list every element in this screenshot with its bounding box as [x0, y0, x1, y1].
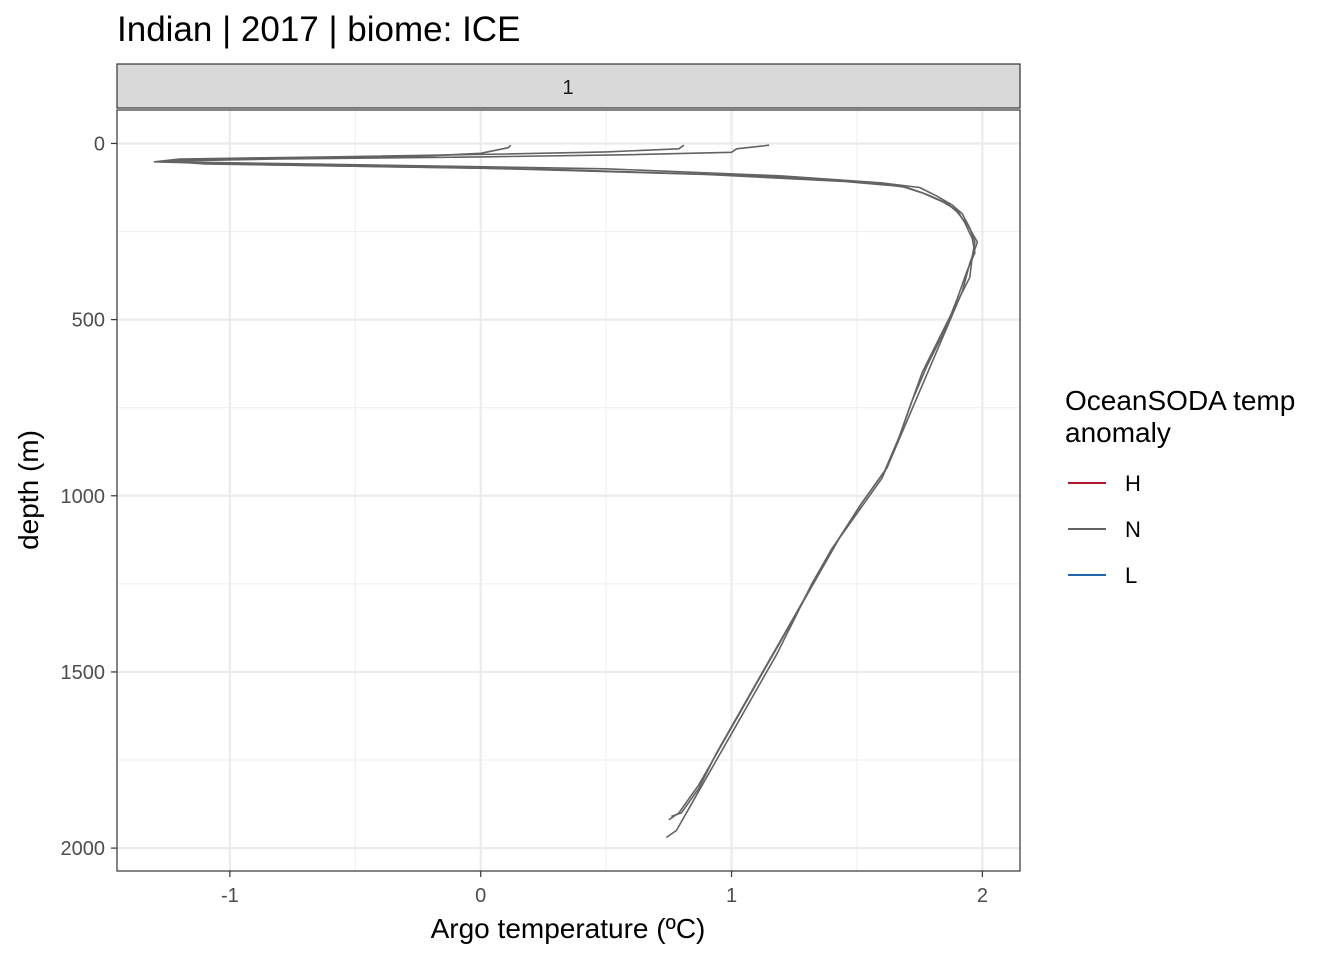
- legend: OceanSODA temp anomaly HNL: [1065, 385, 1295, 588]
- y-tick-label: 2000: [61, 838, 106, 860]
- y-tick-label: 0: [94, 133, 105, 155]
- facet-strip: 1: [116, 63, 1021, 109]
- x-tick-label: -1: [221, 885, 239, 907]
- data-lines: [153, 144, 979, 839]
- y-tick-label: 500: [72, 310, 105, 332]
- y-axis-label: depth (m): [13, 430, 44, 550]
- legend-label-H: H: [1125, 471, 1141, 496]
- legend-title-line-1: OceanSODA temp: [1065, 385, 1295, 416]
- x-tick-label: 1: [726, 885, 737, 907]
- x-tick-label: 0: [475, 885, 486, 907]
- y-tick-label: 1000: [61, 486, 106, 508]
- legend-label-N: N: [1125, 517, 1141, 542]
- x-axis-label: Argo temperature (ºC): [431, 913, 706, 944]
- y-tick-label: 1500: [61, 662, 106, 684]
- y-axis: 0 500 1000 1500 2000: [61, 133, 117, 860]
- legend-title-line-2: anomaly: [1065, 417, 1171, 448]
- profile-line-N: [166, 144, 976, 818]
- legend-entries: HNL: [1068, 471, 1141, 588]
- chart-title: Indian | 2017 | biome: ICE: [117, 10, 520, 49]
- panel-background: [117, 110, 1020, 871]
- x-axis: -1 0 1 2: [221, 871, 988, 907]
- panel-border: [116, 109, 1021, 872]
- facet-strip-box: [116, 63, 1021, 109]
- x-tick-label: 2: [977, 885, 988, 907]
- facet-strip-label: 1: [562, 77, 573, 99]
- legend-label-L: L: [1125, 563, 1137, 588]
- grid: [117, 110, 1020, 871]
